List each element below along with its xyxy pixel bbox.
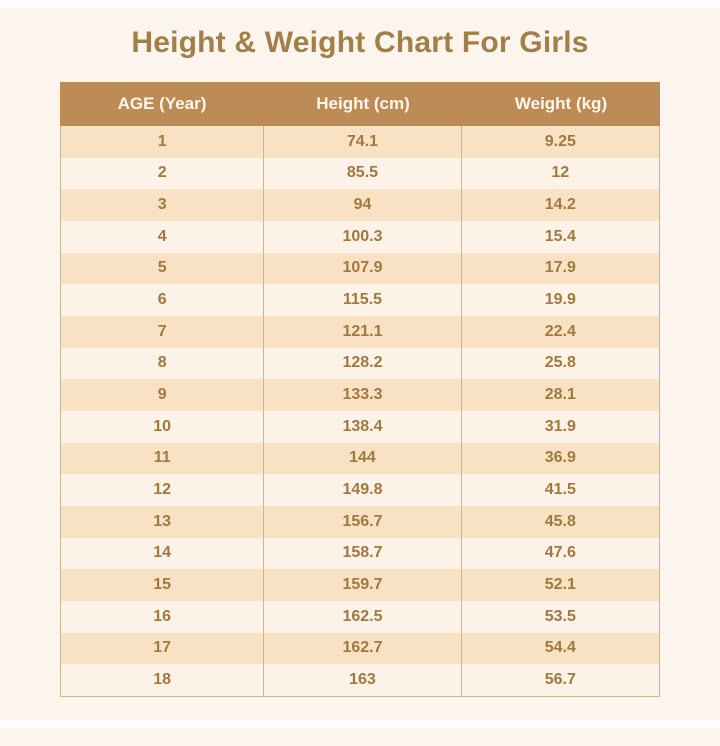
table-header-row: AGE (Year) Height (cm) Weight (kg) (60, 82, 660, 126)
cell-weight: 47.6 (544, 544, 576, 562)
table-row: 2 85.5 12 (61, 157, 659, 190)
cell-weight: 22.4 (544, 322, 576, 340)
cell-height: 144 (264, 442, 462, 475)
cell-height: 121.1 (264, 315, 462, 348)
cell-weight: 19.9 (544, 291, 576, 309)
cell-weight: 31.9 (544, 417, 576, 435)
cell-age: 12 (61, 474, 265, 506)
cell-weight: 14.2 (544, 196, 576, 214)
cell-height: 163 (264, 664, 462, 696)
cell-age: 3 (61, 189, 265, 221)
cell-age: 7 (61, 315, 265, 348)
cell-height: 94 (264, 189, 462, 221)
cell-age: 6 (61, 284, 265, 316)
cell-height: 85.5 (264, 157, 462, 190)
cell-height: 159.7 (264, 569, 462, 601)
cell-height: 158.7 (264, 537, 462, 570)
cell-weight: 56.7 (544, 670, 576, 688)
cell-age: 8 (61, 347, 265, 380)
cell-age: 2 (61, 157, 265, 190)
cell-height: 100.3 (264, 220, 462, 253)
table-row: 17 162.7 54.4 (61, 632, 659, 665)
cell-age: 17 (61, 632, 265, 665)
cell-age: 16 (61, 600, 265, 633)
page: Height & Weight Chart For Girls AGE (Yea… (0, 26, 720, 697)
cell-age: 18 (61, 664, 265, 696)
table-row: 18 163 56.7 (61, 664, 659, 696)
table-row: 11 144 36.9 (61, 442, 659, 475)
cell-height: 162.5 (264, 600, 462, 633)
cell-age: 5 (61, 252, 265, 285)
cell-height: 156.7 (264, 505, 462, 538)
cell-age: 1 (61, 126, 265, 158)
cell-age: 10 (61, 410, 265, 443)
cell-age: 14 (61, 537, 265, 570)
cell-weight: 28.1 (544, 386, 576, 404)
cell-weight: 9.25 (544, 132, 576, 150)
cell-height: 162.7 (264, 632, 462, 665)
cell-weight: 25.8 (544, 354, 576, 372)
cell-weight: 52.1 (544, 576, 576, 594)
cell-weight: 41.5 (544, 481, 576, 499)
table-row: 9 133.3 28.1 (61, 379, 659, 411)
cell-weight: 17.9 (544, 259, 576, 277)
table-row: 3 94 14.2 (61, 189, 659, 221)
cell-height: 128.2 (264, 347, 462, 380)
cell-weight: 36.9 (544, 449, 576, 467)
table-row: 1 74.1 9.25 (61, 126, 659, 158)
cell-weight: 45.8 (544, 512, 576, 530)
cell-age: 9 (61, 379, 265, 411)
page-title: Height & Weight Chart For Girls (131, 26, 589, 59)
table-row: 4 100.3 15.4 (61, 220, 659, 253)
cell-height: 107.9 (264, 252, 462, 285)
table-row: 10 138.4 31.9 (61, 410, 659, 443)
cell-age: 4 (61, 220, 265, 253)
table-row: 7 121.1 22.4 (61, 315, 659, 348)
cell-weight: 12 (551, 164, 570, 182)
table-row: 8 128.2 25.8 (61, 347, 659, 380)
cell-age: 11 (61, 442, 265, 475)
table-row: 14 158.7 47.6 (61, 537, 659, 570)
cell-weight: 54.4 (544, 639, 576, 657)
cell-height: 149.8 (264, 474, 462, 506)
cell-weight: 15.4 (544, 227, 576, 245)
table-row: 15 159.7 52.1 (61, 569, 659, 601)
cell-height: 115.5 (264, 284, 462, 316)
cell-age: 13 (61, 505, 265, 538)
cell-height: 138.4 (264, 410, 462, 443)
column-header-age: AGE (Year) (117, 94, 207, 113)
column-header-height: Height (cm) (316, 94, 410, 113)
column-header-weight: Weight (kg) (514, 94, 608, 113)
table-row: 13 156.7 45.8 (61, 505, 659, 538)
cell-height: 133.3 (264, 379, 462, 411)
table-row: 16 162.5 53.5 (61, 600, 659, 633)
table-row: 6 115.5 19.9 (61, 284, 659, 316)
table-row: 12 149.8 41.5 (61, 474, 659, 506)
cell-weight: 53.5 (544, 607, 576, 625)
cell-age: 15 (61, 569, 265, 601)
table-body: 1 74.1 9.25 2 85.5 12 3 94 14.2 4 100.3 15.4 5 107.9 1… (60, 126, 660, 697)
height-weight-table: AGE (Year) Height (cm) Weight (kg) 1 74.1… (60, 82, 660, 697)
cell-height: 74.1 (264, 126, 462, 158)
table-row: 5 107.9 17.9 (61, 252, 659, 285)
